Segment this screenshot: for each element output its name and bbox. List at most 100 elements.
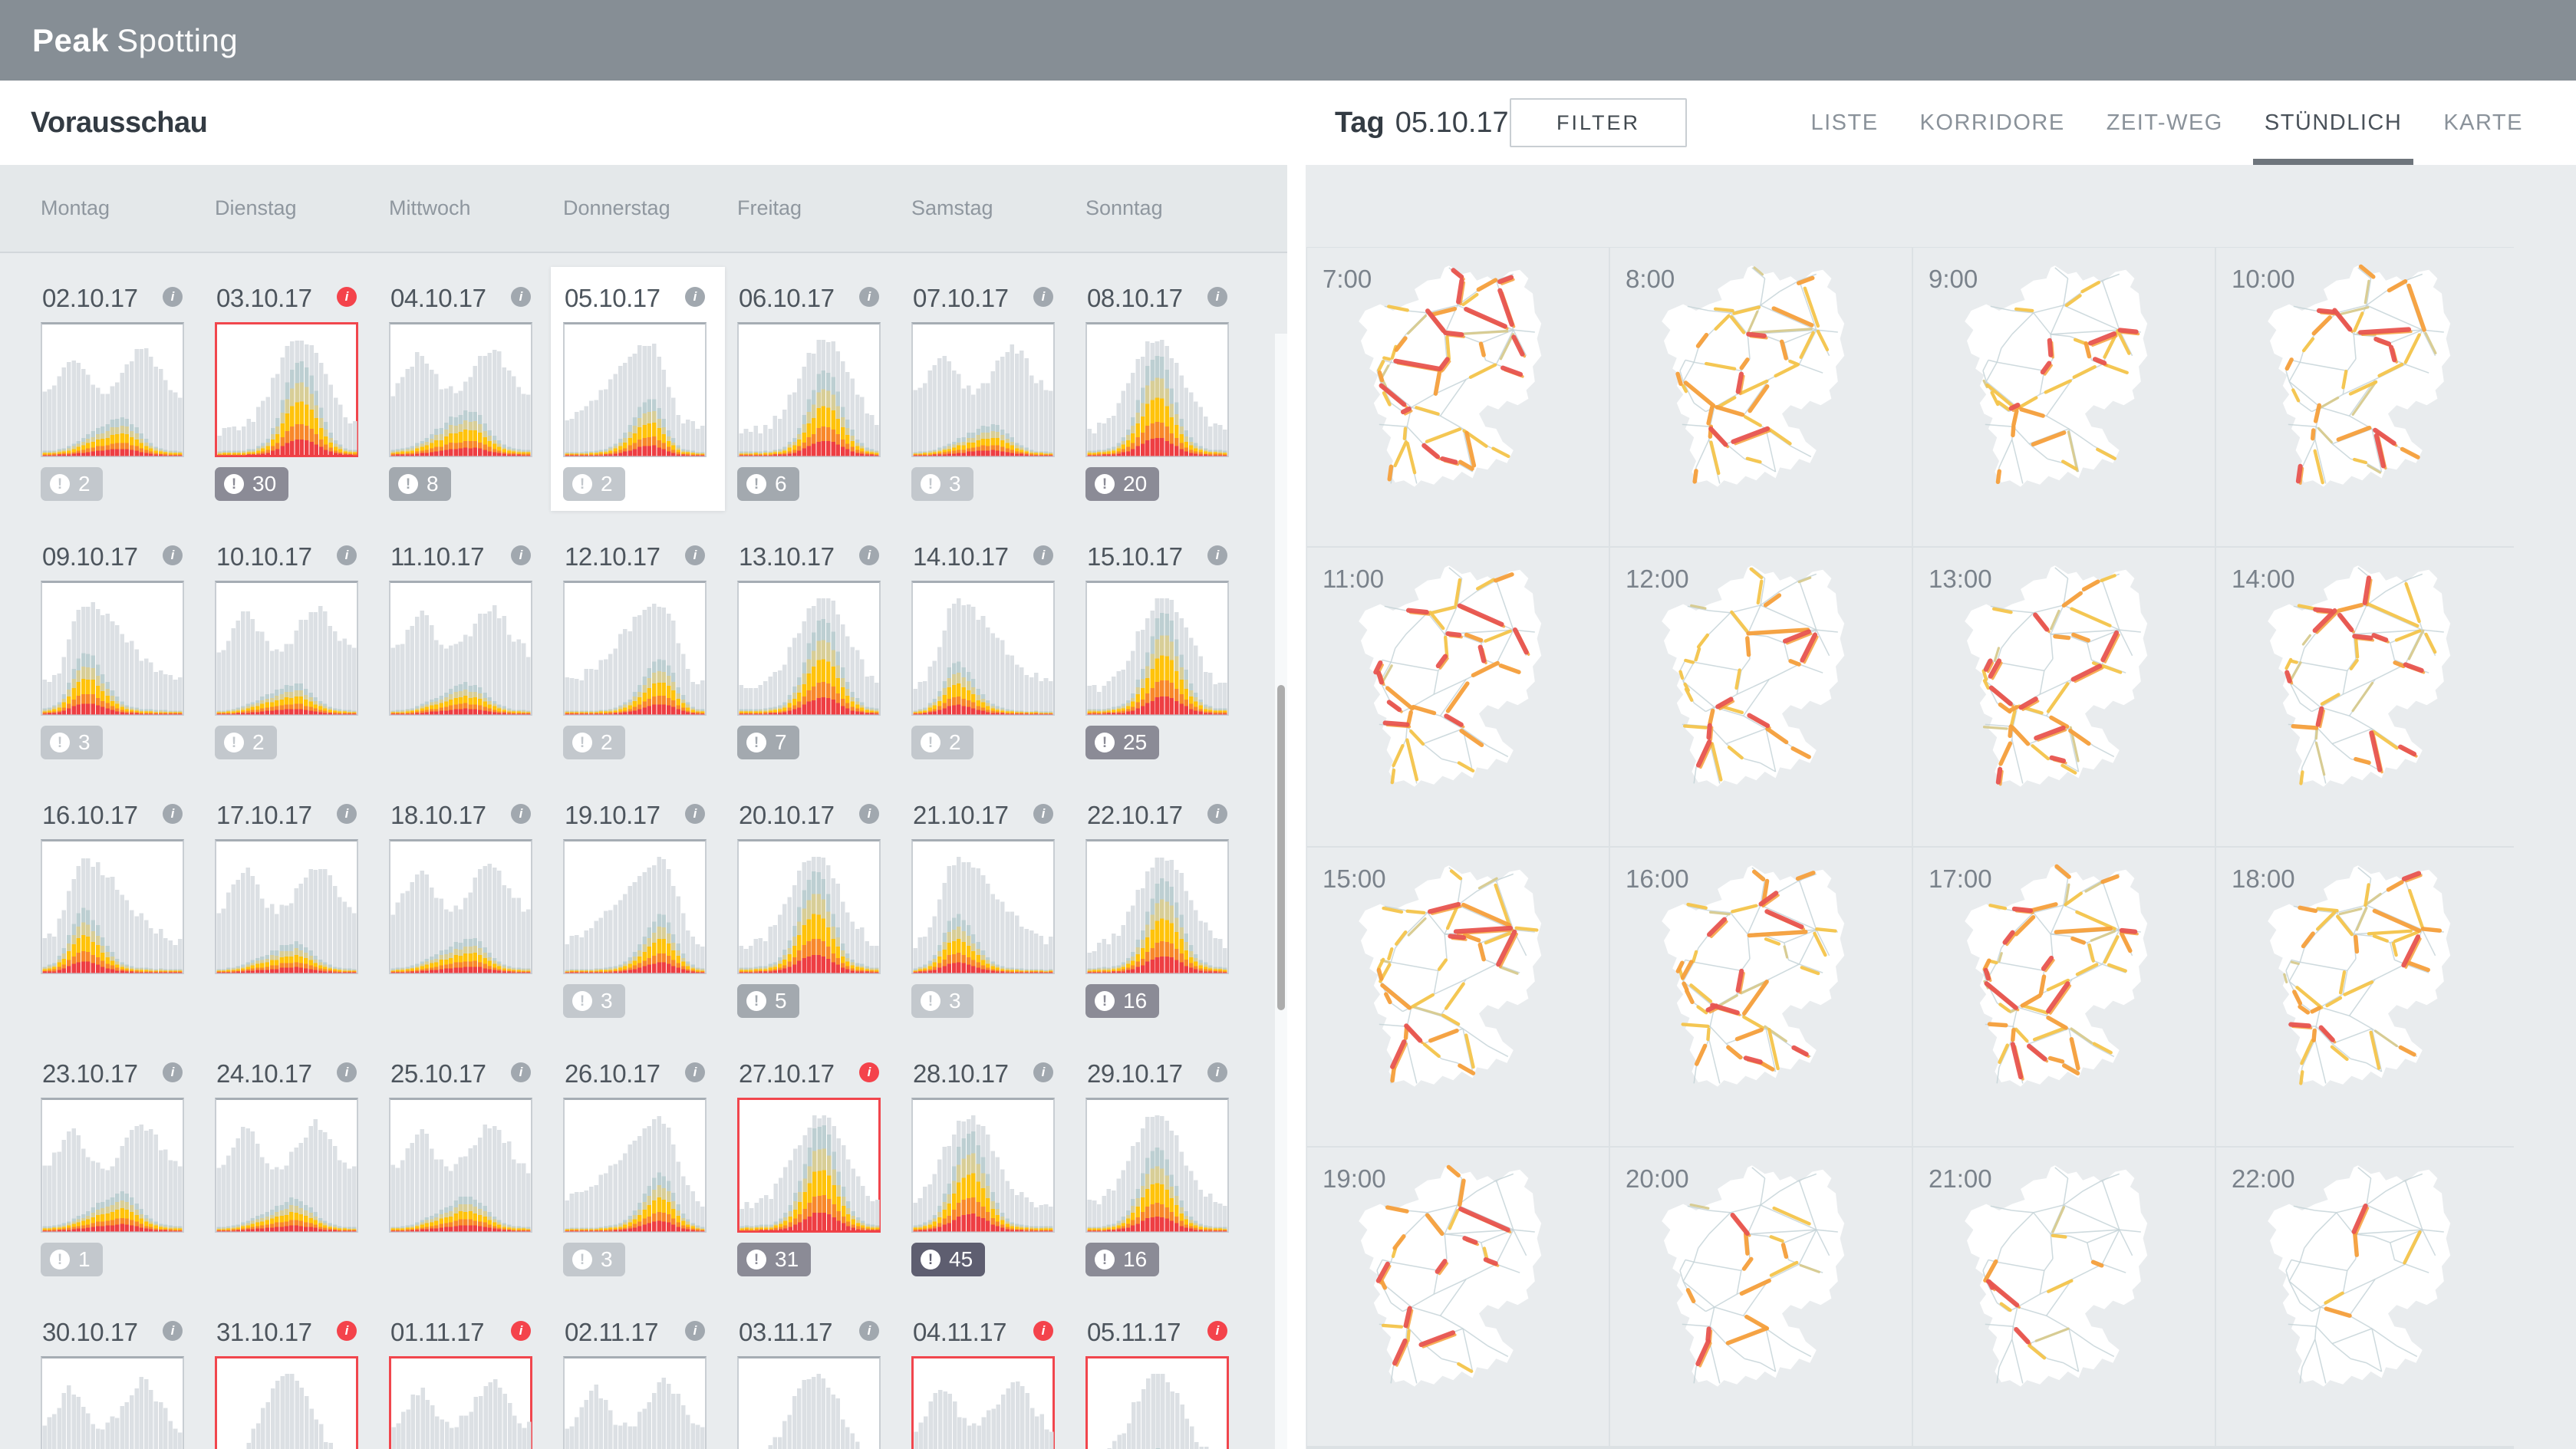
- mini-histogram[interactable]: [911, 1098, 1055, 1233]
- info-icon[interactable]: i: [859, 1321, 879, 1341]
- hour-map-cell-12-00[interactable]: 12:00: [1610, 548, 1912, 846]
- info-icon[interactable]: i: [1033, 545, 1053, 565]
- info-icon[interactable]: i: [1033, 804, 1053, 824]
- mini-histogram[interactable]: [215, 1098, 358, 1233]
- info-icon[interactable]: i: [859, 287, 879, 307]
- info-icon[interactable]: i: [1033, 1321, 1053, 1341]
- info-icon[interactable]: i: [859, 1062, 879, 1082]
- mini-histogram[interactable]: [1085, 1356, 1229, 1449]
- hour-map-cell-8-00[interactable]: 8:00: [1610, 248, 1912, 546]
- mini-histogram[interactable]: [41, 1098, 184, 1233]
- day-cell-12.10.17[interactable]: 12.10.17 i! 2: [563, 542, 707, 759]
- day-cell-09.10.17[interactable]: 09.10.17 i! 3: [41, 542, 184, 759]
- day-cell-17.10.17[interactable]: 17.10.17 i: [215, 801, 358, 974]
- mini-histogram[interactable]: [737, 581, 881, 716]
- day-cell-20.10.17[interactable]: 20.10.17 i! 5: [737, 801, 881, 1018]
- day-cell-03.10.17[interactable]: 03.10.17 i! 30: [215, 284, 358, 501]
- tab-liste[interactable]: LISTE: [1810, 110, 1879, 135]
- mini-histogram[interactable]: [215, 581, 358, 716]
- tab-st-ndlich[interactable]: STÜNDLICH: [2244, 81, 2423, 165]
- info-icon[interactable]: i: [1033, 1062, 1053, 1082]
- info-icon[interactable]: i: [337, 545, 357, 565]
- info-icon[interactable]: i: [163, 804, 183, 824]
- day-cell-25.10.17[interactable]: 25.10.17 i: [389, 1059, 532, 1233]
- day-cell-27.10.17[interactable]: 27.10.17 i! 31: [737, 1059, 881, 1276]
- info-icon[interactable]: i: [1033, 287, 1053, 307]
- mini-histogram[interactable]: [41, 581, 184, 716]
- hour-map-cell-17-00[interactable]: 17:00: [1913, 848, 2215, 1146]
- day-cell-02.10.17[interactable]: 02.10.17 i! 2: [41, 284, 184, 501]
- day-cell-22.10.17[interactable]: 22.10.17 i! 16: [1085, 801, 1229, 1018]
- hour-map-cell-14-00[interactable]: 14:00: [2216, 548, 2518, 846]
- info-icon[interactable]: i: [337, 287, 357, 307]
- mini-histogram[interactable]: [911, 1356, 1055, 1449]
- mini-histogram[interactable]: [1085, 581, 1229, 716]
- info-icon[interactable]: i: [1207, 545, 1227, 565]
- tab-zeit-weg[interactable]: ZEIT-WEG: [2106, 110, 2223, 135]
- mini-histogram[interactable]: [911, 322, 1055, 457]
- info-icon[interactable]: i: [685, 287, 705, 307]
- info-icon[interactable]: i: [859, 545, 879, 565]
- mini-histogram[interactable]: [41, 322, 184, 457]
- day-cell-26.10.17[interactable]: 26.10.17 i! 3: [563, 1059, 707, 1276]
- info-icon[interactable]: i: [337, 1062, 357, 1082]
- info-icon[interactable]: i: [511, 804, 531, 824]
- info-icon[interactable]: i: [163, 1321, 183, 1341]
- day-cell-14.10.17[interactable]: 14.10.17 i! 2: [911, 542, 1055, 759]
- day-cell-13.10.17[interactable]: 13.10.17 i! 7: [737, 542, 881, 759]
- mini-histogram[interactable]: [1085, 322, 1229, 457]
- mini-histogram[interactable]: [215, 1356, 358, 1449]
- mini-histogram[interactable]: [1085, 839, 1229, 974]
- day-cell-04.11.17[interactable]: 04.11.17 i: [911, 1318, 1055, 1449]
- mini-histogram[interactable]: [737, 839, 881, 974]
- day-cell-07.10.17[interactable]: 07.10.17 i! 3: [911, 284, 1055, 501]
- scrollbar-thumb[interactable]: [1277, 685, 1285, 1010]
- mini-histogram[interactable]: [911, 839, 1055, 974]
- day-cell-31.10.17[interactable]: 31.10.17 i: [215, 1318, 358, 1449]
- mini-histogram[interactable]: [1085, 1098, 1229, 1233]
- day-cell-10.10.17[interactable]: 10.10.17 i! 2: [215, 542, 358, 759]
- hour-map-cell-22-00[interactable]: 22:00: [2216, 1148, 2518, 1446]
- hour-map-cell-20-00[interactable]: 20:00: [1610, 1148, 1912, 1446]
- filter-button[interactable]: FILTER: [1510, 98, 1687, 147]
- mini-histogram[interactable]: [41, 1356, 184, 1449]
- hour-map-cell-21-00[interactable]: 21:00: [1913, 1148, 2215, 1446]
- mini-histogram[interactable]: [737, 1098, 881, 1233]
- day-cell-03.11.17[interactable]: 03.11.17 i: [737, 1318, 881, 1449]
- day-cell-06.10.17[interactable]: 06.10.17 i! 6: [737, 284, 881, 501]
- day-cell-02.11.17[interactable]: 02.11.17 i: [563, 1318, 707, 1449]
- day-cell-08.10.17[interactable]: 08.10.17 i! 20: [1085, 284, 1229, 501]
- day-cell-19.10.17[interactable]: 19.10.17 i! 3: [563, 801, 707, 1018]
- info-icon[interactable]: i: [685, 545, 705, 565]
- hour-map-cell-7-00[interactable]: 7:00: [1307, 248, 1609, 546]
- mini-histogram[interactable]: [215, 839, 358, 974]
- info-icon[interactable]: i: [163, 545, 183, 565]
- day-cell-05.10.17[interactable]: 05.10.17 i! 2: [551, 267, 725, 511]
- mini-histogram[interactable]: [737, 1356, 881, 1449]
- info-icon[interactable]: i: [1207, 1321, 1227, 1341]
- day-cell-24.10.17[interactable]: 24.10.17 i: [215, 1059, 358, 1233]
- day-cell-04.10.17[interactable]: 04.10.17 i! 8: [389, 284, 532, 501]
- day-cell-21.10.17[interactable]: 21.10.17 i! 3: [911, 801, 1055, 1018]
- day-cell-29.10.17[interactable]: 29.10.17 i! 16: [1085, 1059, 1229, 1276]
- day-cell-23.10.17[interactable]: 23.10.17 i! 1: [41, 1059, 184, 1276]
- day-cell-16.10.17[interactable]: 16.10.17 i: [41, 801, 184, 974]
- day-cell-28.10.17[interactable]: 28.10.17 i! 45: [911, 1059, 1055, 1276]
- day-cell-30.10.17[interactable]: 30.10.17 i: [41, 1318, 184, 1449]
- mini-histogram[interactable]: [563, 322, 707, 457]
- mini-histogram[interactable]: [563, 1098, 707, 1233]
- mini-histogram[interactable]: [911, 581, 1055, 716]
- info-icon[interactable]: i: [859, 804, 879, 824]
- info-icon[interactable]: i: [511, 1062, 531, 1082]
- info-icon[interactable]: i: [163, 1062, 183, 1082]
- hour-map-cell-10-00[interactable]: 10:00: [2216, 248, 2518, 546]
- tab-korridore[interactable]: KORRIDORE: [1919, 110, 2065, 135]
- day-cell-05.11.17[interactable]: 05.11.17 i: [1085, 1318, 1229, 1449]
- day-cell-18.10.17[interactable]: 18.10.17 i: [389, 801, 532, 974]
- hour-map-cell-18-00[interactable]: 18:00: [2216, 848, 2518, 1146]
- mini-histogram[interactable]: [563, 1356, 707, 1449]
- info-icon[interactable]: i: [685, 804, 705, 824]
- mini-histogram[interactable]: [389, 581, 532, 716]
- mini-histogram[interactable]: [389, 322, 532, 457]
- info-icon[interactable]: i: [1207, 804, 1227, 824]
